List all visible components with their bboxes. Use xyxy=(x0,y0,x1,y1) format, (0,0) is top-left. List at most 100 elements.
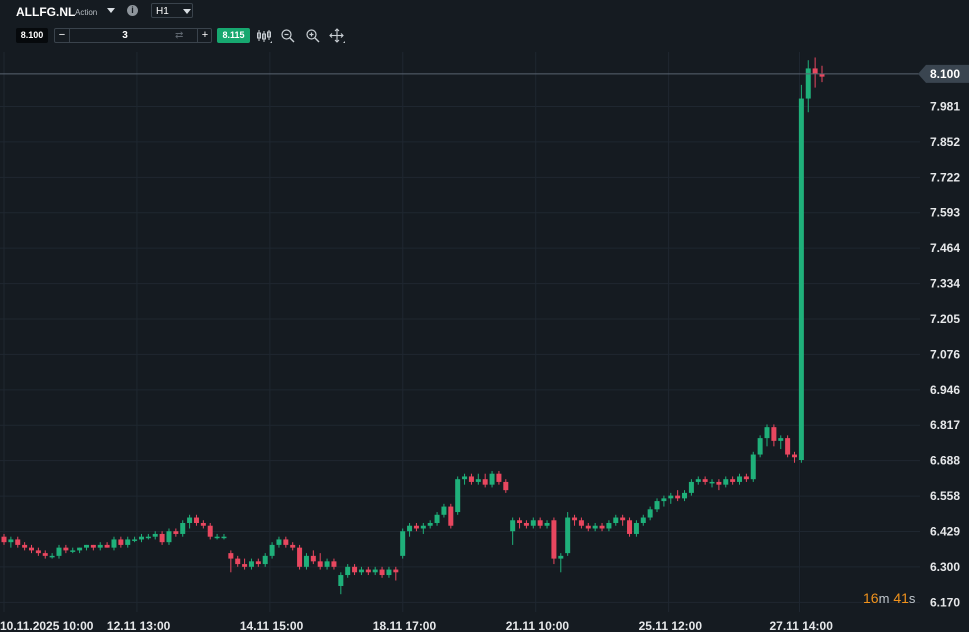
candle xyxy=(737,473,743,485)
candle xyxy=(778,435,784,450)
candle xyxy=(716,479,722,491)
candle xyxy=(358,566,364,576)
candle-body xyxy=(324,561,330,567)
increase-quantity-button[interactable]: + xyxy=(197,29,212,42)
candle xyxy=(297,544,303,570)
candle-body xyxy=(358,569,364,573)
candle-type-icon[interactable] xyxy=(256,28,272,44)
candle xyxy=(63,544,69,554)
candle-body xyxy=(613,517,619,524)
candle-body xyxy=(455,479,461,513)
candle xyxy=(235,555,241,567)
candle xyxy=(379,566,385,578)
candles-layer xyxy=(1,57,825,595)
candle xyxy=(331,558,337,570)
candle xyxy=(104,542,110,548)
candle-body xyxy=(441,506,447,515)
decrease-quantity-button[interactable]: − xyxy=(55,29,70,42)
candle-body xyxy=(248,561,254,567)
candle xyxy=(599,523,605,532)
zoom-out-icon[interactable] xyxy=(280,28,296,44)
candle xyxy=(640,514,646,526)
candle-body xyxy=(56,547,62,556)
candle xyxy=(585,523,591,532)
candle-body xyxy=(434,514,440,524)
candle-body xyxy=(22,544,28,548)
candle-body xyxy=(606,523,612,529)
time-axis: 10.11.2025 10:00 12.11 13:00 14.11 15:00 18… xyxy=(0,619,833,632)
candle xyxy=(654,498,660,513)
candle xyxy=(688,479,694,496)
y-tick-label: 7.076 xyxy=(930,347,960,361)
y-tick-label: 7.722 xyxy=(930,170,960,184)
candle-body xyxy=(200,523,206,526)
candle-body xyxy=(716,481,722,485)
candle-body xyxy=(35,550,41,554)
candle xyxy=(771,424,777,447)
candle xyxy=(661,495,667,507)
candle xyxy=(15,536,21,548)
candle-body xyxy=(723,479,729,485)
candle-body xyxy=(111,539,117,548)
candle xyxy=(695,476,701,485)
candle xyxy=(730,476,736,485)
quantity-stepper[interactable]: − 3 ⇄ + xyxy=(54,28,212,43)
candle xyxy=(8,536,14,548)
candle xyxy=(812,57,818,88)
timeframe-select[interactable]: H1 xyxy=(151,3,193,18)
candle-body xyxy=(798,98,804,461)
candle-body xyxy=(792,454,798,458)
candle xyxy=(200,520,206,529)
candle-body xyxy=(173,531,179,534)
candle-body xyxy=(83,544,89,548)
candle-body xyxy=(317,561,323,567)
candle-body xyxy=(413,525,419,529)
symbol-dropdown-icon[interactable] xyxy=(107,8,115,13)
candle-body xyxy=(737,476,743,482)
candle xyxy=(56,544,62,559)
candle-body xyxy=(125,539,131,545)
candle xyxy=(303,553,309,570)
candle-body xyxy=(523,523,529,526)
candle-body xyxy=(640,517,646,524)
y-tick-label: 6.817 xyxy=(930,418,960,432)
candle-body xyxy=(97,544,103,548)
candle-body xyxy=(482,479,488,485)
candle-body xyxy=(379,569,385,576)
quantity-input[interactable]: 3 xyxy=(122,30,128,41)
candle xyxy=(228,550,234,573)
x-tick-label: 25.11 12:00 xyxy=(639,619,703,632)
candle xyxy=(558,553,564,573)
buy-price-button[interactable]: 8.115 xyxy=(217,28,250,43)
candle-body xyxy=(118,539,124,545)
candle xyxy=(338,572,344,595)
countdown-seconds-unit: s xyxy=(908,591,916,606)
candle-body xyxy=(627,520,633,534)
info-icon[interactable]: i xyxy=(127,5,138,16)
candle xyxy=(276,536,282,548)
candle-body xyxy=(310,555,316,562)
sell-price-button[interactable]: 8.100 xyxy=(16,28,48,43)
candle-body xyxy=(530,520,536,526)
symbol-name[interactable]: ALLFG.NL xyxy=(16,5,76,19)
candle xyxy=(42,550,48,559)
crosshair-icon[interactable] xyxy=(329,28,345,44)
candle xyxy=(248,558,254,570)
candle xyxy=(70,547,76,554)
y-tick-label: 6.558 xyxy=(930,489,960,503)
zoom-in-icon[interactable] xyxy=(305,28,321,44)
candle-body xyxy=(551,520,557,559)
candle-body xyxy=(1,536,7,543)
candle-body xyxy=(592,525,598,529)
symbol-type: Action xyxy=(75,8,98,17)
candle xyxy=(448,503,454,529)
candle xyxy=(152,531,158,540)
x-tick-label: 18.11 17:00 xyxy=(373,619,437,632)
instrument-header: ALLFG.NL Action i H1 xyxy=(0,0,969,24)
candle-body xyxy=(393,569,399,573)
candle-body xyxy=(228,553,234,559)
candle-body xyxy=(757,438,763,455)
candle-body xyxy=(262,555,268,565)
swap-icon[interactable]: ⇄ xyxy=(175,30,184,41)
